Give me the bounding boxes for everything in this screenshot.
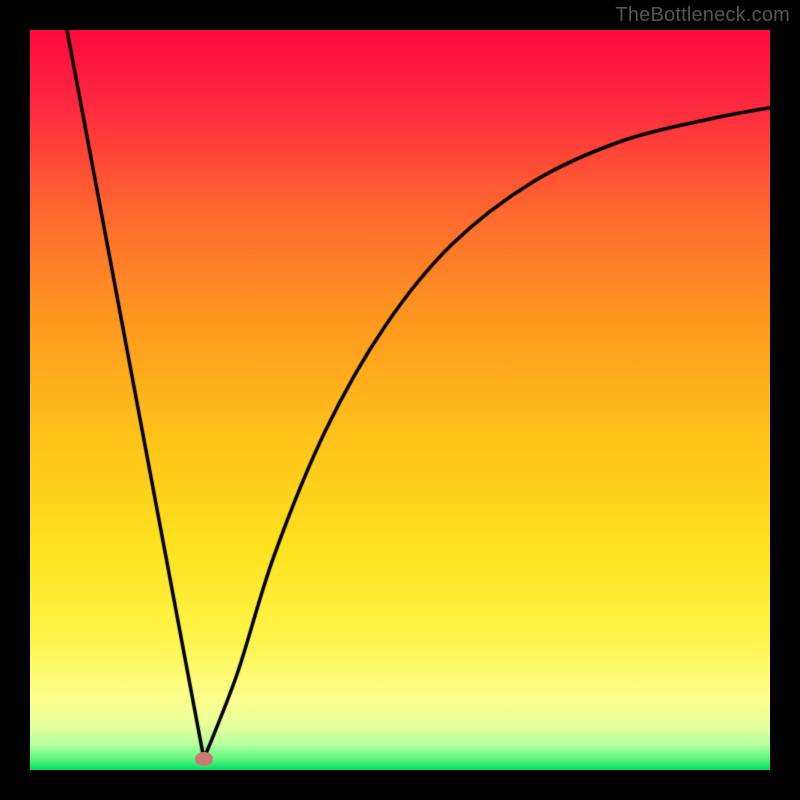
chart-container: TheBottleneck.com xyxy=(0,0,800,800)
bottleneck-curve xyxy=(30,30,770,770)
minimum-point-marker xyxy=(195,752,213,766)
watermark-label: TheBottleneck.com xyxy=(615,4,790,27)
